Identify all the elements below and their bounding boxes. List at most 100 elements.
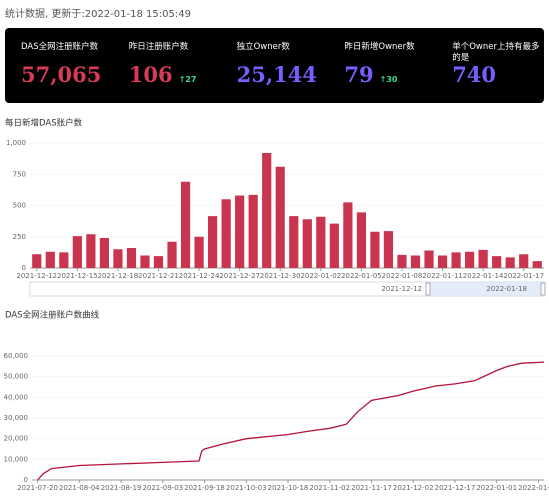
- stat-card: 独立Owner数 25,144: [221, 28, 329, 103]
- bar: [262, 153, 272, 268]
- zoom-handle[interactable]: [540, 282, 546, 296]
- x-tick-label: 2021-07-20: [17, 484, 58, 492]
- y-tick-label: 20,000: [4, 435, 29, 443]
- x-tick-label: 2021-08-19: [101, 484, 142, 492]
- x-tick-label: 2022-01-08: [382, 272, 423, 280]
- bar: [478, 249, 488, 268]
- x-tick-label: 2022-01-14: [463, 272, 504, 280]
- stat-card: 昨日注册账户数 106 ↑27: [113, 28, 221, 103]
- x-tick-label: 2021-09-18: [184, 484, 225, 492]
- zoom-handle[interactable]: [425, 282, 431, 296]
- stat-delta: ↑30: [379, 75, 398, 84]
- bar: [289, 216, 299, 268]
- bar: [126, 248, 137, 268]
- bar: [437, 255, 448, 268]
- x-tick-label: 2022-01-01: [476, 484, 517, 492]
- bar: [221, 199, 231, 268]
- bar: [397, 254, 407, 268]
- bar: [532, 261, 542, 268]
- stat-delta: ↑27: [178, 75, 197, 84]
- bar: [492, 256, 502, 268]
- bar: [329, 223, 339, 268]
- stat-number: 25,144: [236, 62, 317, 87]
- bar: [194, 236, 204, 268]
- x-tick-label: 2021-12-30: [260, 272, 301, 280]
- stat-number: 740: [452, 62, 497, 87]
- y-tick-label: 250: [13, 233, 26, 241]
- x-tick-label: 2021-12-12: [16, 272, 57, 280]
- bar: [424, 250, 434, 268]
- stat-card: 昨日新增Owner数 79 ↑30: [328, 28, 436, 103]
- chart-title: 每日新增DAS账户数: [5, 118, 83, 129]
- bar: [383, 231, 394, 268]
- x-tick-label: 2021-12-02: [393, 484, 434, 492]
- x-tick-label: 2021-10-03: [226, 484, 267, 492]
- stat-value: 57,065: [21, 62, 113, 87]
- y-tick-label: 0: [22, 264, 26, 272]
- stat-number: 79: [344, 62, 374, 87]
- update-time: 统计数据, 更新于:2022-01-18 15:05:49: [5, 9, 191, 20]
- bar: [32, 254, 42, 268]
- y-tick-label: 50,000: [4, 373, 29, 381]
- stat-label: 昨日注册账户数: [128, 42, 189, 52]
- bar: [410, 255, 421, 268]
- x-tick-label: 2022-01-17: [503, 272, 544, 280]
- bar: [153, 256, 164, 268]
- bar: [45, 251, 55, 268]
- stats-panel: DAS全网注册账户数 57,065 昨日注册账户数 106 ↑27 独立Owner数 25,…: [5, 28, 544, 103]
- bar: [302, 219, 312, 268]
- x-tick-label: 2021-11-17: [351, 484, 392, 492]
- stat-card: DAS全网注册账户数 57,065: [5, 28, 113, 103]
- x-tick-label: 2022-01-16: [518, 484, 549, 492]
- bar: [113, 249, 123, 268]
- chart-title: DAS全网注册账户数曲线: [5, 310, 100, 321]
- stat-value: 106 ↑27: [129, 62, 221, 87]
- y-tick-label: 500: [13, 202, 26, 210]
- stat-label: 单个Owner上持有最多的是: [452, 42, 540, 63]
- zoom-start: 2021-12-12: [381, 285, 422, 293]
- stat-value: 25,144: [237, 62, 329, 87]
- stat-label: DAS全网注册账户数: [21, 42, 99, 52]
- bar: [86, 234, 96, 268]
- y-tick-label: 750: [13, 170, 26, 178]
- x-tick-label: 2022-01-05: [341, 272, 382, 280]
- y-tick-label: 1,000: [6, 139, 26, 147]
- bar: [343, 202, 353, 268]
- bar: [72, 236, 82, 268]
- y-tick-label: 60,000: [4, 352, 29, 360]
- x-tick-label: 2022-01-02: [300, 272, 341, 280]
- x-tick-label: 2021-12-17: [435, 484, 476, 492]
- bar: [235, 195, 245, 268]
- bar: [59, 252, 69, 268]
- bar: [356, 212, 366, 268]
- bar: [465, 251, 475, 268]
- x-tick-label: 2021-11-02: [309, 484, 350, 492]
- stat-label: 昨日新增Owner数: [344, 42, 415, 52]
- bar: [99, 238, 109, 268]
- bar: [275, 166, 285, 268]
- stat-label: 独立Owner数: [236, 42, 290, 52]
- bar: [180, 181, 191, 268]
- y-tick-label: 30,000: [4, 414, 29, 422]
- bar: [505, 257, 515, 268]
- stat-value: 740: [452, 62, 544, 87]
- bar: [370, 231, 380, 268]
- line: [37, 361, 545, 481]
- x-tick-label: 2021-12-15: [57, 272, 98, 280]
- stat-number: 106: [128, 62, 173, 87]
- bar: [248, 194, 258, 268]
- x-tick-label: 2021-10-18: [268, 484, 309, 492]
- y-tick-label: 40,000: [4, 393, 29, 401]
- bar: [140, 255, 150, 268]
- bar: [316, 216, 326, 268]
- x-tick-label: 2021-08-04: [59, 484, 100, 492]
- x-tick-label: 2021-12-24: [179, 272, 220, 280]
- stat-card: 单个Owner上持有最多的是 740: [436, 28, 544, 103]
- bar: [208, 216, 218, 268]
- bar: [519, 254, 529, 268]
- x-tick-label: 2021-12-27: [219, 272, 260, 280]
- zoom-window[interactable]: [428, 282, 544, 296]
- zoom-end: 2022-01-18: [486, 285, 527, 293]
